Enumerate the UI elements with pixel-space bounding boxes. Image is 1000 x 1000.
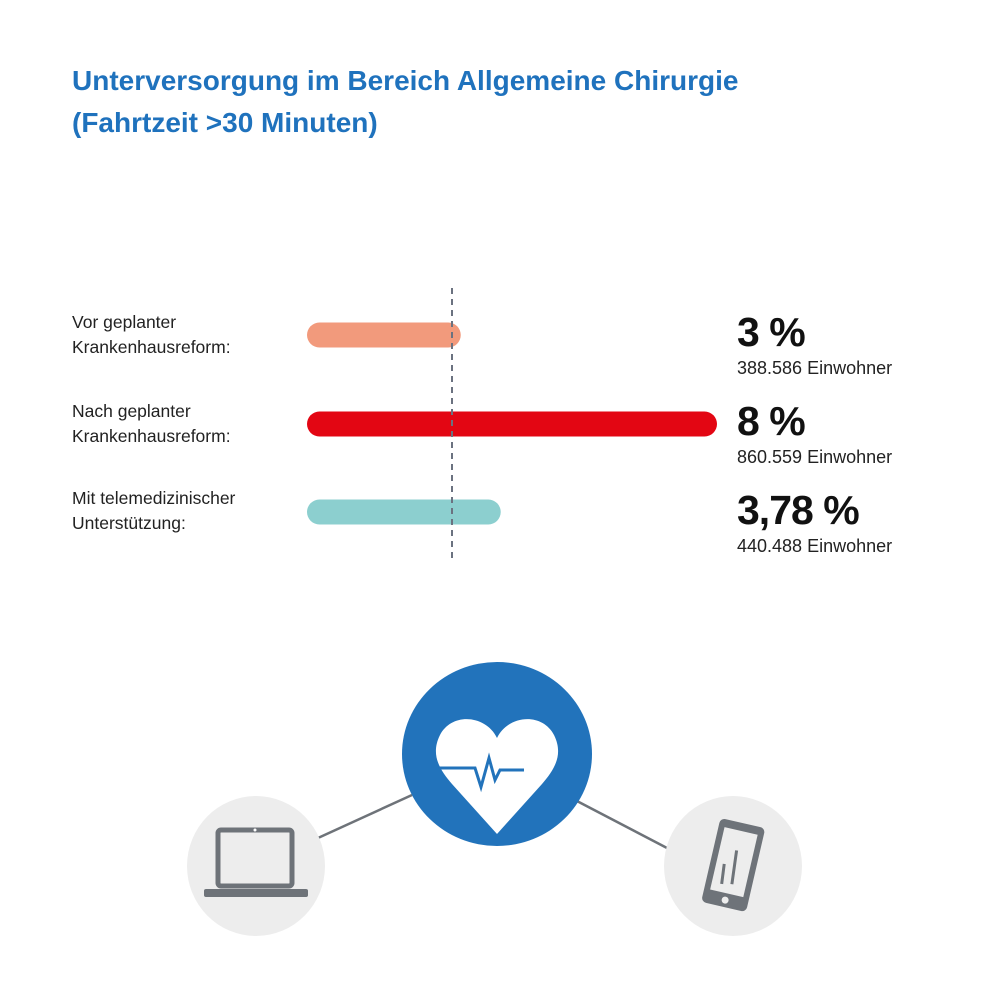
category-label: Mit telemedizinischer Unterstützung:: [72, 486, 235, 536]
label-line: Nach geplanter: [72, 401, 191, 421]
label-line: Mit telemedizinischer: [72, 488, 236, 508]
connector-line: [574, 798, 668, 850]
label-line: Vor geplanter: [72, 312, 177, 332]
bar-3: [307, 499, 501, 525]
value-label: 3,78 %: [737, 487, 860, 533]
smartphone-icon: [664, 796, 802, 936]
bar-1: [307, 322, 461, 348]
label-line: Krankenhausreform:: [72, 426, 231, 446]
subtitle-line: (Fahrtzeit >30 Minuten): [72, 107, 378, 138]
population-label: 860.559 Einwohner: [737, 447, 893, 467]
laptop-icon: [187, 796, 325, 936]
category-label: Vor geplanter Krankenhausreform:: [72, 310, 231, 360]
bar-2: [307, 411, 717, 437]
value-label: 3 %: [737, 309, 806, 355]
heart-pulse-icon: [402, 662, 592, 846]
population-label: 440.488 Einwohner: [737, 536, 893, 556]
title-line: Unterversorgung im Bereich Allgemeine Ch…: [72, 65, 739, 96]
label-line: Unterstützung:: [72, 513, 186, 533]
label-line: Krankenhausreform:: [72, 337, 231, 357]
value-label: 8 %: [737, 398, 806, 444]
chart-title: Unterversorgung im Bereich Allgemeine Ch…: [72, 60, 738, 144]
connector-line: [317, 793, 413, 840]
population-label: 388.586 Einwohner: [737, 358, 893, 378]
category-label: Nach geplanter Krankenhausreform:: [72, 399, 231, 449]
